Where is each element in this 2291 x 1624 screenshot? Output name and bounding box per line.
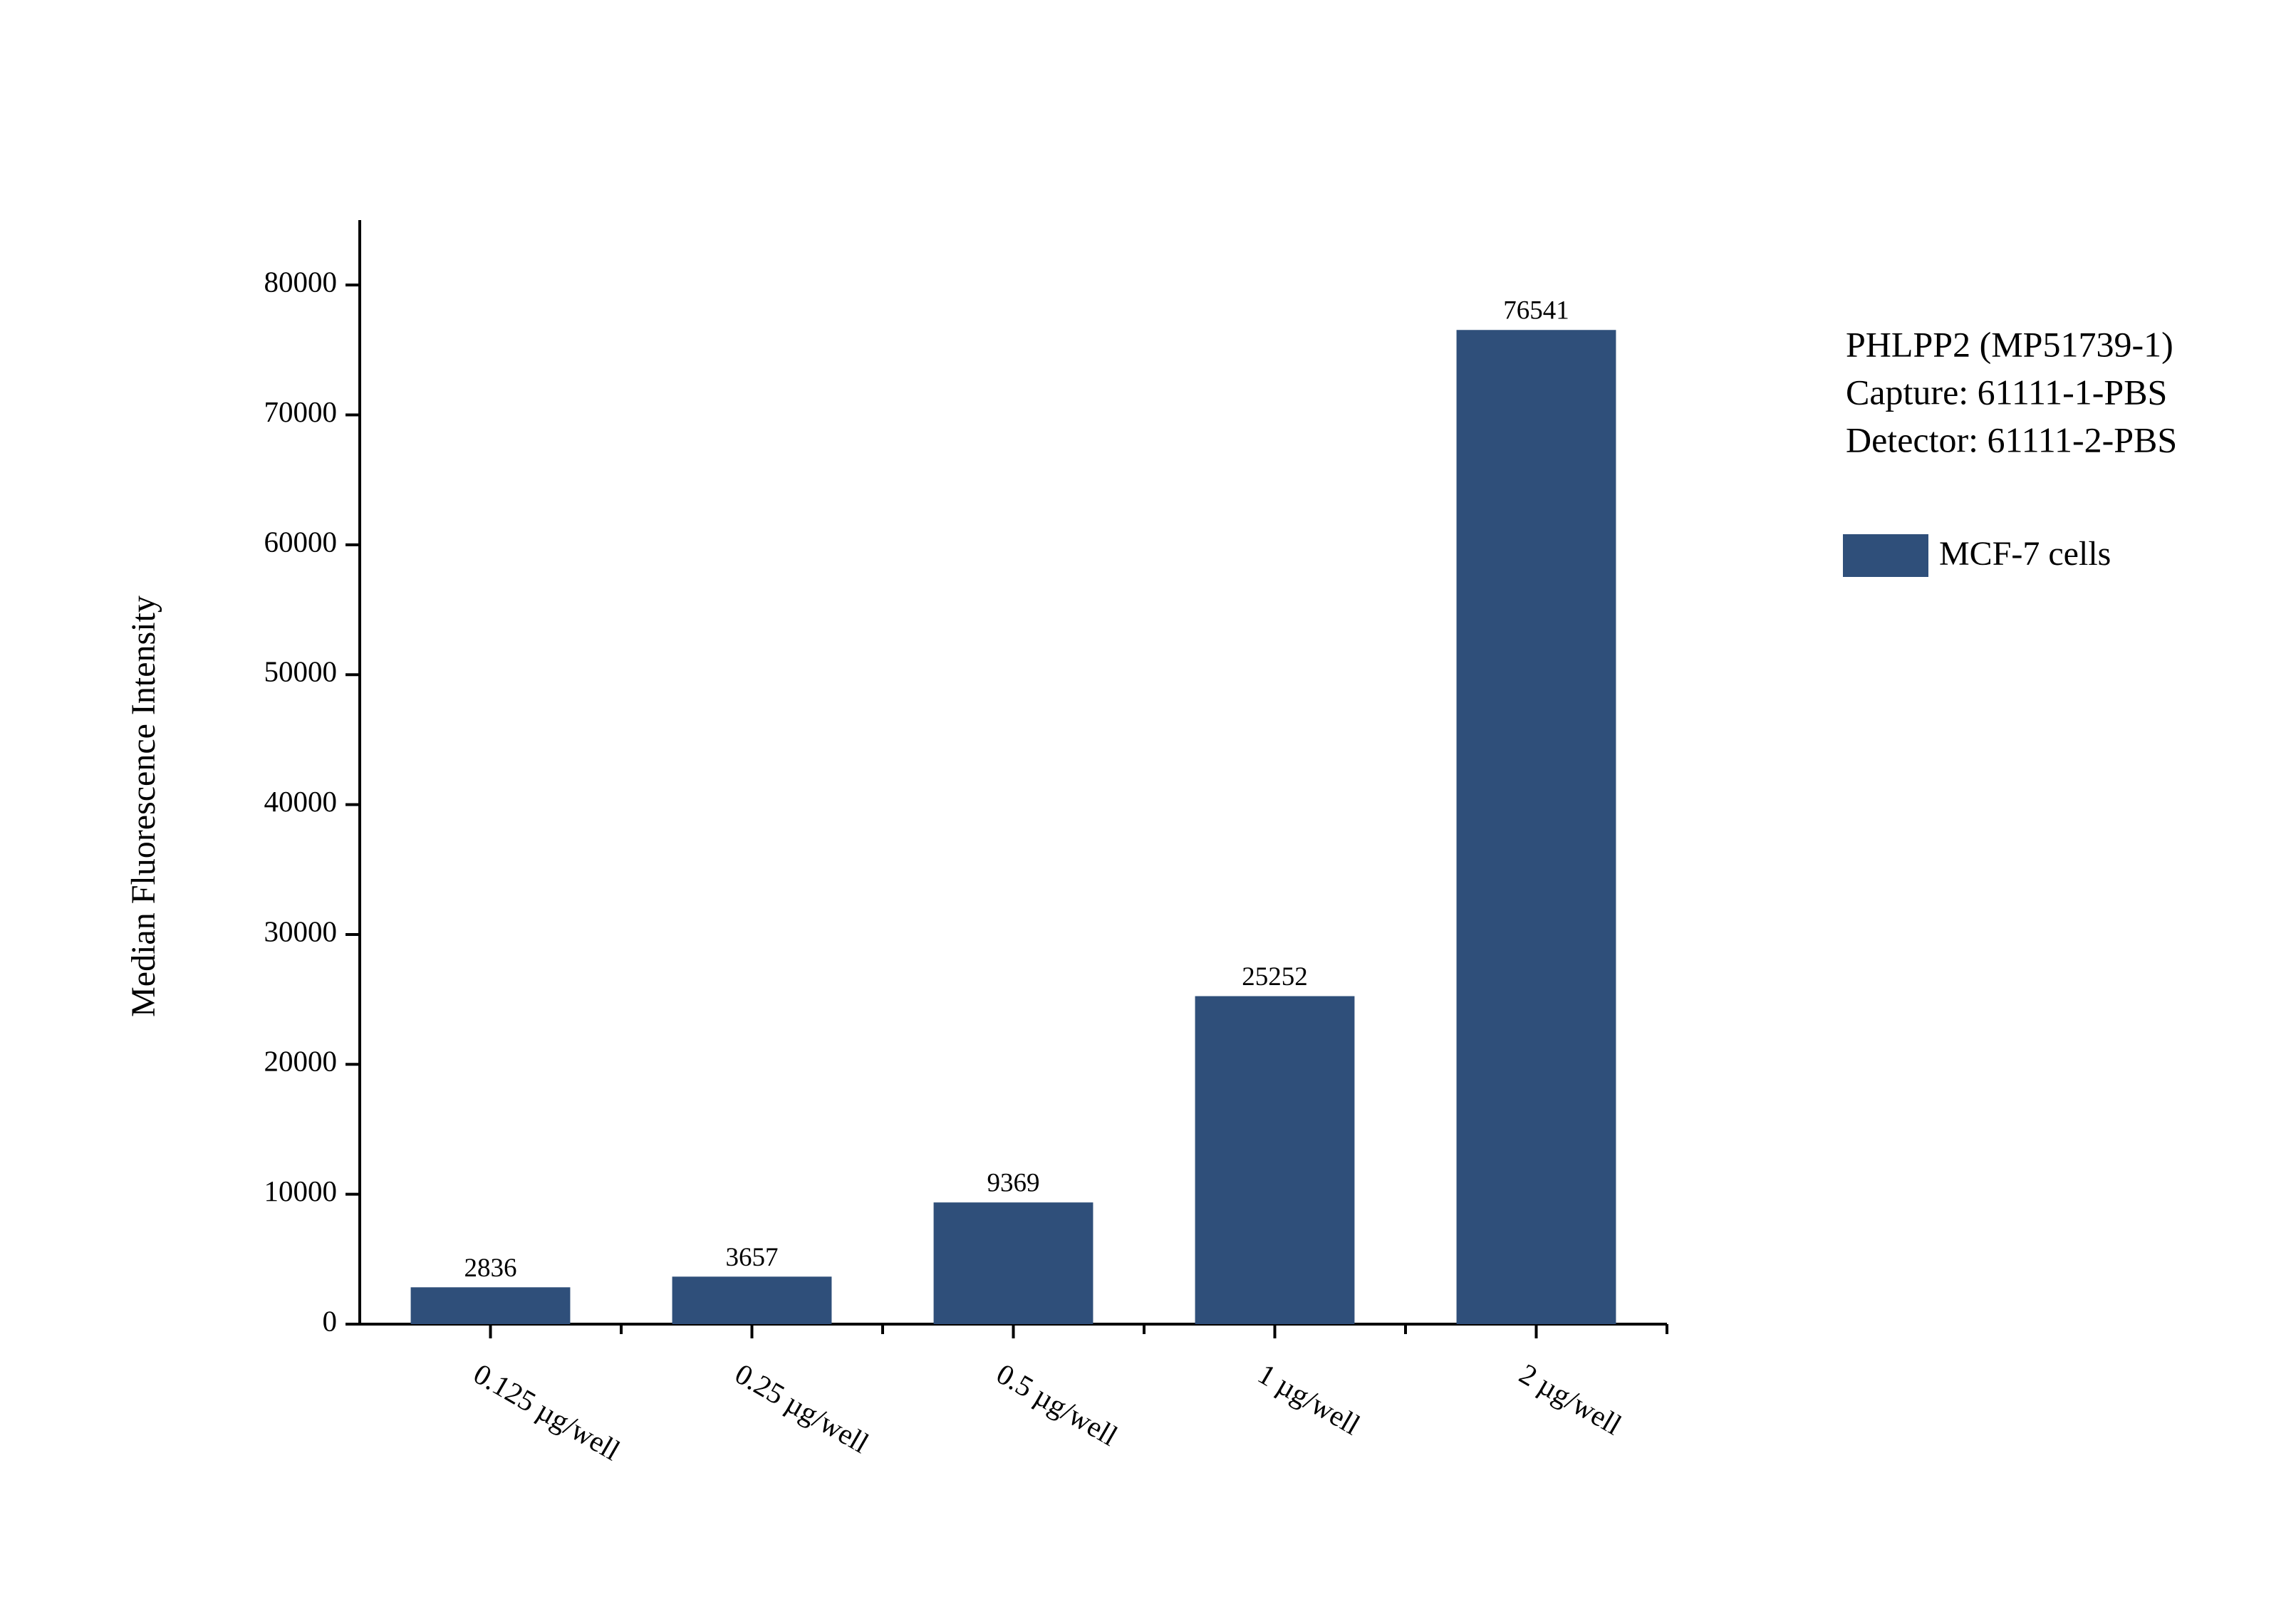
bar [1456,330,1616,1325]
y-tick-label: 20000 [264,1045,338,1078]
y-tick-label: 50000 [264,655,338,688]
y-tick-label: 80000 [264,266,338,298]
y-tick-label: 60000 [264,525,338,558]
y-axis-title: Median Fluorescence Intensity [125,595,162,1017]
data-label: 9369 [987,1169,1040,1198]
legend-swatch [1843,534,1928,577]
y-tick-label: 70000 [264,395,338,428]
y-tick-label: 0 [323,1304,338,1337]
annotation: Capture: 61111-1-PBS [1846,372,2167,412]
y-tick-label: 30000 [264,915,338,947]
data-label: 25252 [1242,962,1308,991]
data-label: 2836 [464,1254,517,1283]
bar [933,1202,1093,1324]
data-label: 76541 [1503,296,1569,326]
bar [410,1287,571,1324]
y-tick-label: 40000 [264,785,338,818]
bar [1195,996,1355,1324]
legend-label: MCF-7 cells [1939,535,2111,573]
annotation: PHLPP2 (MP51739-1) [1846,324,2173,364]
annotation: Detector: 61111-2-PBS [1846,420,2177,459]
y-tick-label: 10000 [264,1175,338,1207]
bar [672,1276,832,1324]
data-label: 3657 [726,1243,779,1272]
